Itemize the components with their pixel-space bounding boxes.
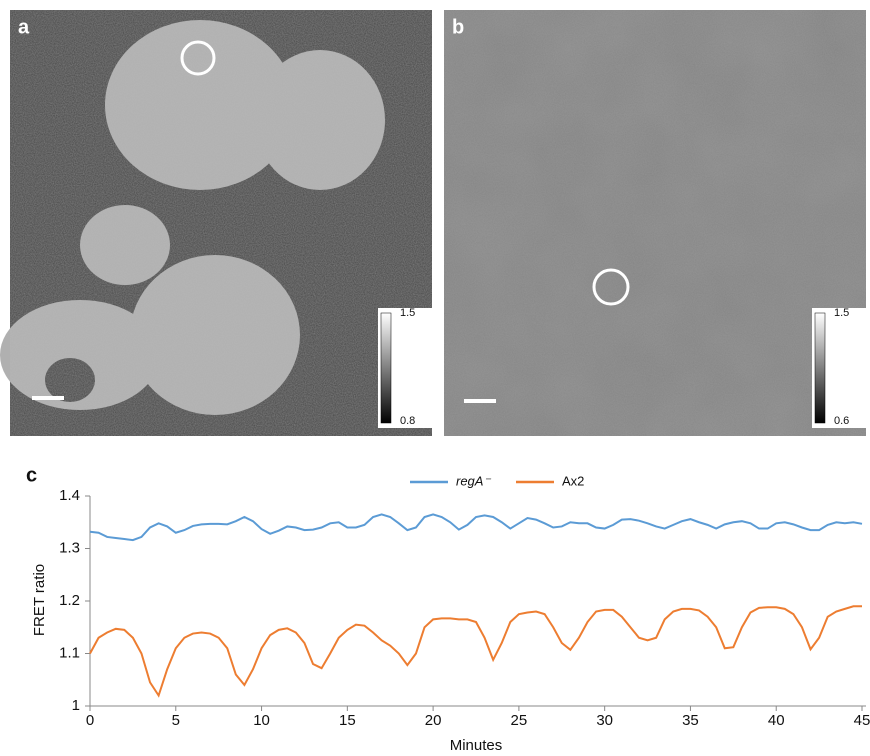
x-tick-label: 5 [172,712,180,729]
x-tick-label: 35 [682,712,699,729]
colorbar-min: 0.8 [400,415,415,427]
legend-label: regA⁻ [456,473,491,488]
panel-label: a [18,16,30,38]
image-b: b 1.5 0.6 [444,10,866,436]
panel-label: c [26,464,37,486]
y-tick-label: 1.4 [59,487,80,504]
legend-label: Ax2 [562,473,584,488]
y-tick-label: 1.2 [59,592,80,609]
x-tick-label: 20 [425,712,442,729]
colorbar-max: 1.5 [834,307,849,319]
x-tick-label: 15 [339,712,356,729]
x-tick-label: 45 [854,712,870,729]
panel-label: b [452,16,464,38]
x-tick-label: 25 [511,712,528,729]
colorbar-max: 1.5 [400,307,415,319]
colorbar-min: 0.6 [834,415,849,427]
series-line [89,605,862,698]
image-a: a 1.5 0.8 [0,10,432,436]
x-tick-label: 40 [768,712,785,729]
series-line [89,513,863,542]
y-tick-label: 1.1 [59,644,80,661]
x-axis-title: Minutes [450,737,503,754]
y-tick-label: 1 [72,697,80,714]
x-tick-label: 30 [596,712,613,729]
y-tick-label: 1.3 [59,539,80,556]
y-axis-title: FRET ratio [31,564,48,636]
x-tick-label: 10 [253,712,270,729]
x-tick-label: 0 [86,712,94,729]
